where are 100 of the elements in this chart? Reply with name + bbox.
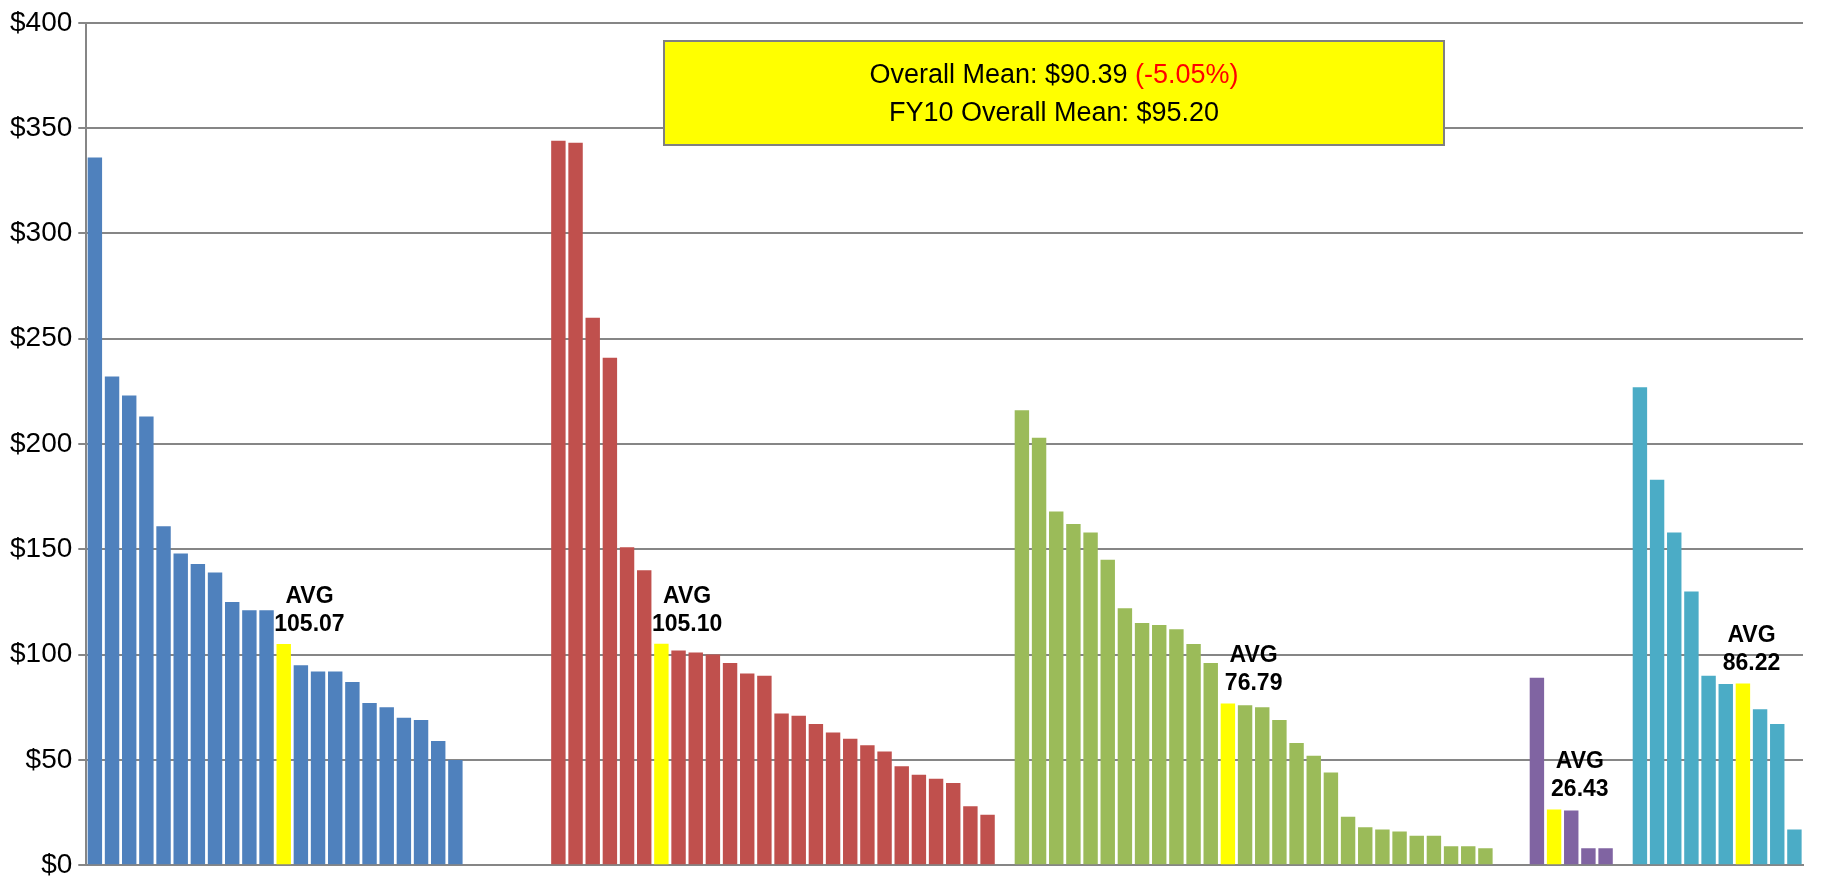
bar — [1186, 644, 1201, 865]
bar — [1667, 532, 1682, 865]
bar — [310, 671, 326, 865]
bar — [1014, 410, 1030, 865]
bar — [1735, 683, 1751, 865]
bar — [87, 157, 103, 865]
bar — [1117, 608, 1133, 865]
bar — [1529, 677, 1545, 865]
bar — [1632, 387, 1648, 865]
bar — [860, 745, 875, 865]
bar — [104, 376, 120, 865]
y-tick-label: $400 — [9, 5, 73, 37]
text-box: Overall Mean: $90.39 (-5.05%) FY10 Overall Mean: $95.20 — [663, 40, 1445, 146]
y-tick-label: $0 — [41, 847, 73, 879]
bar — [654, 643, 669, 865]
bar — [413, 719, 429, 865]
bar — [671, 650, 686, 865]
bar — [1323, 772, 1339, 865]
bar — [1289, 743, 1304, 865]
bar — [1478, 848, 1493, 865]
bar — [1392, 831, 1407, 865]
bar — [722, 663, 738, 865]
bar — [980, 814, 995, 865]
bar — [190, 564, 206, 865]
y-tick-label: $100 — [9, 637, 73, 669]
bar — [825, 732, 841, 865]
bar — [791, 715, 806, 865]
bar — [568, 142, 583, 865]
bar — [293, 665, 309, 865]
bar — [1461, 846, 1476, 865]
bar — [1066, 524, 1081, 865]
bar — [173, 553, 188, 865]
bar — [1649, 479, 1665, 865]
data-label: AVG 86.22 — [1722, 621, 1781, 676]
bar — [122, 395, 137, 865]
annotation: FY10 Overall Mean: $95.20 — [888, 96, 1220, 129]
bar — [1598, 848, 1613, 865]
bar — [362, 703, 377, 865]
bar — [328, 671, 343, 865]
bar — [1752, 709, 1768, 865]
bar — [1220, 703, 1236, 865]
bar — [637, 570, 652, 865]
bar — [774, 713, 789, 865]
bar — [1031, 437, 1047, 865]
bar — [396, 717, 412, 865]
bar — [808, 724, 824, 865]
bar — [928, 778, 944, 865]
bar — [276, 643, 291, 865]
bar — [1203, 663, 1218, 865]
annotation: (-5.05%) — [1135, 59, 1239, 89]
bar — [207, 572, 223, 865]
bar — [448, 759, 463, 865]
y-tick-label: $50 — [25, 742, 73, 774]
bar — [1100, 559, 1115, 865]
bar — [757, 675, 772, 865]
bar — [1684, 591, 1699, 865]
bar — [894, 766, 909, 865]
bar — [705, 654, 721, 865]
bar — [963, 806, 978, 865]
bar — [585, 317, 600, 865]
bar — [1237, 705, 1253, 865]
bar — [1546, 809, 1562, 865]
annotation: Overall Mean: $90.39 — [869, 59, 1128, 89]
bar — [1701, 675, 1716, 865]
bar — [139, 416, 154, 865]
bar — [156, 526, 171, 865]
bar — [431, 740, 446, 865]
bar — [1581, 848, 1596, 865]
bar — [1083, 532, 1098, 865]
bar — [619, 547, 635, 865]
bar — [1426, 835, 1442, 865]
data-label: AVG 105.07 — [274, 581, 345, 636]
bar — [551, 140, 566, 865]
bar — [1564, 810, 1579, 865]
bar — [1358, 827, 1373, 865]
bar — [225, 601, 240, 865]
bar — [1340, 816, 1356, 865]
bar — [877, 751, 892, 865]
bar — [1049, 511, 1064, 865]
data-label: AVG 105.10 — [651, 581, 723, 636]
bar — [345, 681, 360, 865]
y-tick-label: $150 — [9, 532, 73, 564]
bar — [1787, 829, 1802, 865]
y-tick-label: $200 — [9, 426, 73, 458]
bar — [1375, 829, 1390, 865]
bar — [1306, 755, 1321, 865]
data-label: AVG 76.79 — [1224, 641, 1283, 696]
bar — [379, 707, 394, 865]
y-tick-label: $250 — [9, 321, 73, 353]
bar — [1169, 629, 1184, 865]
bar — [1272, 719, 1287, 865]
bar — [1770, 724, 1785, 865]
y-tick-label: $300 — [9, 216, 73, 248]
bar — [911, 774, 927, 865]
bar — [1443, 846, 1459, 865]
bar — [1718, 684, 1733, 865]
bar — [1134, 623, 1150, 865]
bar — [602, 357, 618, 865]
bar — [688, 652, 703, 865]
bar — [259, 610, 274, 865]
